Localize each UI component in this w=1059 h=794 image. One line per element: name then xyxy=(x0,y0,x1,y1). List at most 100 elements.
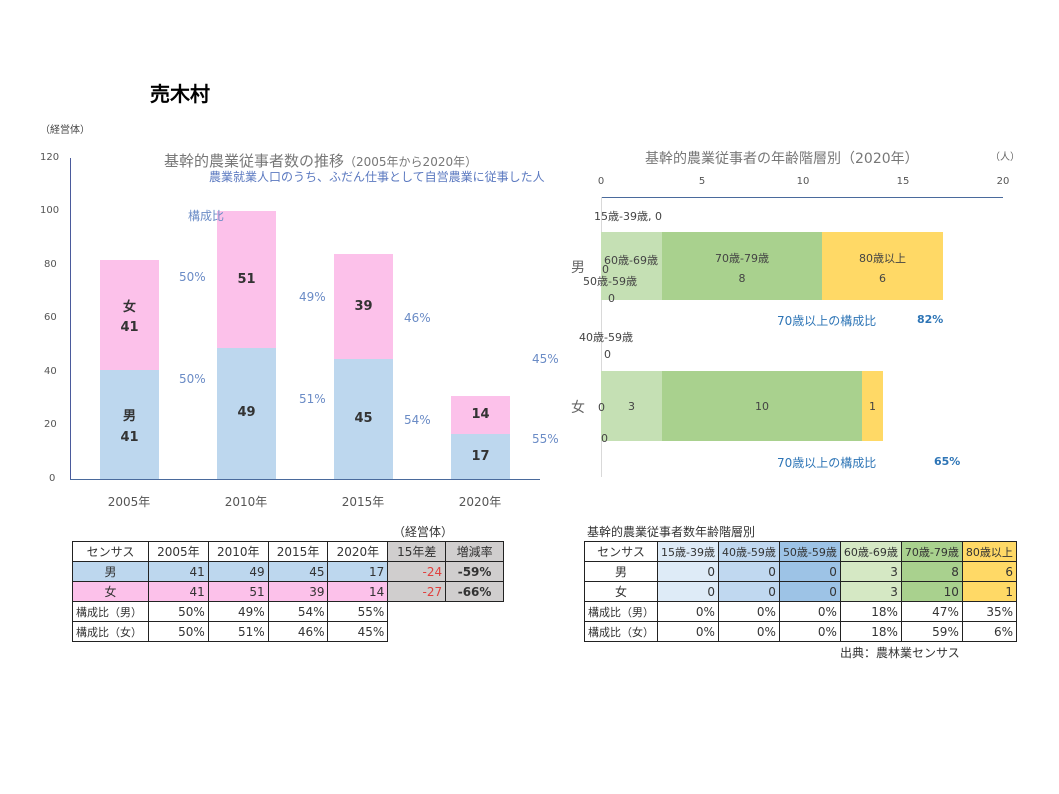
table-header-row: センサス 2005年 2010年 2015年 2020年 15年差 増減率 xyxy=(72,541,504,562)
x-tick: 2010年 xyxy=(224,495,268,509)
table-cell: 10 xyxy=(900,581,963,602)
table-cell: 45% xyxy=(327,621,389,642)
left-chart-title: 基幹的農業従事者数の推移（2005年から2020年） xyxy=(164,150,477,171)
label-80-plus: 80歳以上 xyxy=(859,252,906,265)
table-cell: 51% xyxy=(207,621,269,642)
right-x-axis-line xyxy=(601,197,1003,198)
x-tick: 5 xyxy=(698,176,706,187)
ratio-label-partial: 構成比 xyxy=(188,209,225,223)
table-cell: 0 xyxy=(778,561,841,582)
left-chart-unit-label: （経営体） xyxy=(40,125,90,136)
table-cell: 0 xyxy=(717,581,780,602)
table-row: 構成比（男） 0% 0% 0% 18% 47% 35% xyxy=(584,601,1018,622)
table-header: 80歳以上 xyxy=(961,541,1018,562)
male-value-80-plus: 6 xyxy=(879,272,886,285)
table-cell: 49% xyxy=(207,601,269,622)
table-cell: 8 xyxy=(900,561,963,582)
female-value-2015: 39 xyxy=(354,299,373,314)
table-cell: 0% xyxy=(657,601,719,622)
label-50-59: 50歳-59歳 xyxy=(583,275,637,288)
table-cell: 0% xyxy=(778,621,841,642)
x-tick: 2020年 xyxy=(458,495,502,509)
table-header: 15年差 xyxy=(387,541,447,562)
female-value-2005: 41 xyxy=(120,320,139,335)
table-cell: 47% xyxy=(900,601,963,622)
female-value-60-69: 3 xyxy=(628,400,635,413)
census-table: センサス 2005年 2010年 2015年 2020年 15年差 増減率 男 … xyxy=(72,541,504,642)
male-zero-label-2: 0 xyxy=(608,292,615,305)
table-cell: 35% xyxy=(961,601,1018,622)
table-header: 2010年 xyxy=(207,541,269,562)
row-label: 構成比（女） xyxy=(72,621,149,642)
row-label: 男 xyxy=(584,561,658,582)
y-tick: 100 xyxy=(40,205,60,216)
table-cell: 18% xyxy=(839,621,902,642)
y-tick: 0 xyxy=(49,473,56,484)
table-row: 男 41 49 45 17 -24 -59% xyxy=(72,561,504,582)
male-zero-label: 0 xyxy=(602,263,609,276)
x-tick: 20 xyxy=(996,176,1010,187)
table-cell: 6% xyxy=(961,621,1018,642)
x-tick: 10 xyxy=(796,176,810,187)
table-row: 構成比（女） 0% 0% 0% 18% 59% 6% xyxy=(584,621,1018,642)
table-header: 70歳-79歳 xyxy=(900,541,963,562)
male-value-70-79: 8 xyxy=(738,272,746,285)
right-chart-title: 基幹的農業従事者の年齢階層別（2020年） xyxy=(645,151,919,167)
empty-cell xyxy=(446,622,504,642)
female-seg-60-69 xyxy=(601,371,662,441)
age-table: センサス 15歳-39歳 40歳-59歳 50歳-59歳 60歳-69歳 70歳… xyxy=(584,541,1018,642)
table-header: 2020年 xyxy=(327,541,389,562)
table-row: 構成比（男） 50% 49% 54% 55% xyxy=(72,601,504,622)
bar-female-2010 xyxy=(217,211,276,348)
male-pct-2010: 51% xyxy=(299,392,326,406)
female-pct-2010: 49% xyxy=(299,290,326,304)
page-title: 売木村 xyxy=(150,82,210,106)
table-cell-rate: -66% xyxy=(445,581,504,602)
table-cell: 50% xyxy=(147,621,209,642)
y-tick: 20 xyxy=(44,419,57,430)
female-value-80-plus: 1 xyxy=(869,400,876,413)
table-cell: 0% xyxy=(717,621,780,642)
row-label: 女 xyxy=(584,581,658,602)
table-cell: 54% xyxy=(267,601,329,622)
table-header-row: センサス 15歳-39歳 40歳-59歳 50歳-59歳 60歳-69歳 70歳… xyxy=(584,541,1018,562)
table-cell: 3 xyxy=(839,561,902,582)
empty-cell xyxy=(388,602,446,622)
age-table-title: 基幹的農業従事者数年齢階層別 xyxy=(587,525,756,539)
table-cell: 0% xyxy=(717,601,780,622)
female-value-2010: 51 xyxy=(237,272,256,287)
table-cell: 1 xyxy=(961,581,1018,602)
table-header: 2015年 xyxy=(267,541,329,562)
table-cell: 49 xyxy=(207,561,269,582)
table-cell: 46% xyxy=(267,621,329,642)
female-value-2020: 14 xyxy=(471,407,490,422)
table-cell: 59% xyxy=(900,621,963,642)
label-40-59: 40歳-59歳 xyxy=(579,331,633,344)
row-label: 構成比（男） xyxy=(72,601,149,622)
y-tick: 40 xyxy=(44,366,57,377)
bar-male-2005 xyxy=(100,370,159,479)
empty-cell xyxy=(388,622,446,642)
x-tick: 0 xyxy=(597,176,605,187)
female-ratio-label: 70歳以上の構成比 xyxy=(777,456,877,470)
table-cell: 51 xyxy=(207,581,269,602)
table-header: センサス xyxy=(72,541,149,562)
table-cell: 0 xyxy=(657,561,719,582)
table-cell-diff: -27 xyxy=(387,581,447,602)
y-tick: 120 xyxy=(40,152,60,163)
female-category-label: 女 xyxy=(571,400,585,416)
male-value-2015: 45 xyxy=(354,411,373,426)
x-axis-line xyxy=(70,479,540,480)
male-seg-70-79 xyxy=(662,232,822,300)
label-70-79: 70歳-79歳 xyxy=(715,252,769,265)
table-row: 男 0 0 0 3 8 6 xyxy=(584,561,1018,582)
female-pct-2005: 50% xyxy=(179,270,206,284)
table-cell: 0% xyxy=(657,621,719,642)
table-cell: 41 xyxy=(147,581,209,602)
table-cell: 0 xyxy=(717,561,780,582)
male-ratio-label: 70歳以上の構成比 xyxy=(777,314,877,328)
table-cell: 14 xyxy=(327,581,389,602)
female-seg-70-79 xyxy=(662,371,862,441)
table-cell-diff: -24 xyxy=(387,561,447,582)
table-cell: 41 xyxy=(147,561,209,582)
